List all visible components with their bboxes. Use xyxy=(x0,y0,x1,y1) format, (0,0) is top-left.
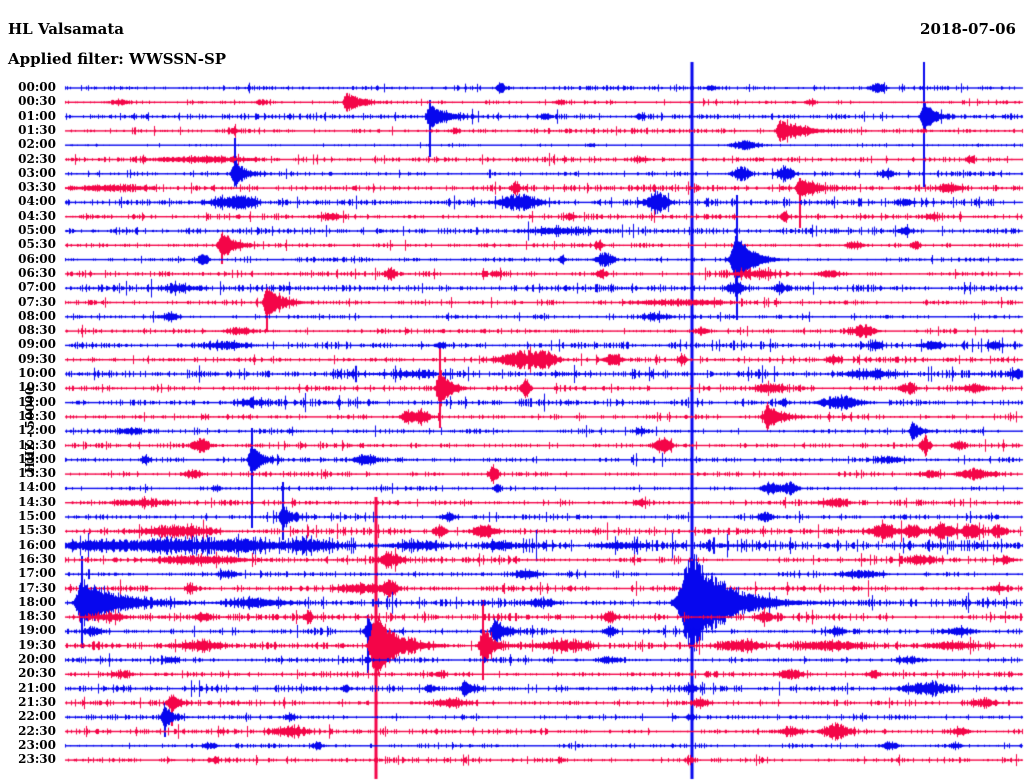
time-label: 17:30 xyxy=(18,580,56,595)
time-label: 09:30 xyxy=(18,351,56,366)
time-label: 00:00 xyxy=(18,80,56,94)
report-date: 2018-07-06 xyxy=(920,20,1016,38)
time-label: 06:30 xyxy=(18,265,56,280)
time-label: 07:30 xyxy=(18,294,56,309)
time-labels: 00:00 00:30 01:00 01:30 02:00 02:30 03:00 03:30… xyxy=(0,0,58,780)
filter-label: Applied filter: WWSSN-SP xyxy=(8,50,227,68)
time-label: 20:00 xyxy=(18,652,56,666)
time-label: 04:30 xyxy=(18,208,56,223)
time-label: 19:30 xyxy=(18,637,56,652)
time-label: 19:00 xyxy=(18,623,56,638)
time-label: 10:30 xyxy=(18,380,56,395)
station-name: HL Valsamata xyxy=(8,20,125,38)
time-label: 07:00 xyxy=(18,280,56,295)
time-label: 03:00 xyxy=(18,165,56,180)
time-label: 04:00 xyxy=(18,194,56,209)
time-label: 14:00 xyxy=(18,480,56,495)
time-label: 15:30 xyxy=(18,523,56,538)
time-label: 06:00 xyxy=(18,251,56,266)
time-label: 15:00 xyxy=(18,509,56,523)
time-label: 00:30 xyxy=(18,94,56,109)
time-label: 22:30 xyxy=(18,723,56,738)
time-label: 20:30 xyxy=(18,666,56,681)
time-label: 03:30 xyxy=(18,180,56,195)
time-label: 05:30 xyxy=(18,237,56,252)
time-label: 22:00 xyxy=(18,709,56,724)
time-label: 08:30 xyxy=(18,323,56,338)
time-label: 21:30 xyxy=(18,694,56,709)
time-label: 10:00 xyxy=(18,366,56,380)
time-label: 08:00 xyxy=(18,308,56,323)
time-label: 01:00 xyxy=(18,108,56,123)
time-label: 13:00 xyxy=(18,451,56,466)
time-label: 21:00 xyxy=(18,680,56,695)
time-label: 16:30 xyxy=(18,551,56,566)
time-label: 14:30 xyxy=(18,494,56,509)
time-label: 13:30 xyxy=(18,466,56,481)
time-label: 02:30 xyxy=(18,151,56,166)
time-label: 01:30 xyxy=(18,122,56,137)
time-label: 23:00 xyxy=(18,737,56,752)
time-label: 18:00 xyxy=(18,594,56,609)
time-label: 12:00 xyxy=(18,423,56,438)
time-label: 02:00 xyxy=(18,137,56,152)
time-label: 12:30 xyxy=(18,437,56,452)
time-label: 09:00 xyxy=(18,337,56,352)
time-label: 11:30 xyxy=(18,408,56,423)
time-label: 16:00 xyxy=(18,537,56,552)
time-label: 05:00 xyxy=(18,223,56,237)
time-label: 18:30 xyxy=(18,609,56,624)
time-label: 17:00 xyxy=(18,566,56,581)
time-label: 11:00 xyxy=(18,394,56,409)
time-label: 23:30 xyxy=(18,752,56,767)
